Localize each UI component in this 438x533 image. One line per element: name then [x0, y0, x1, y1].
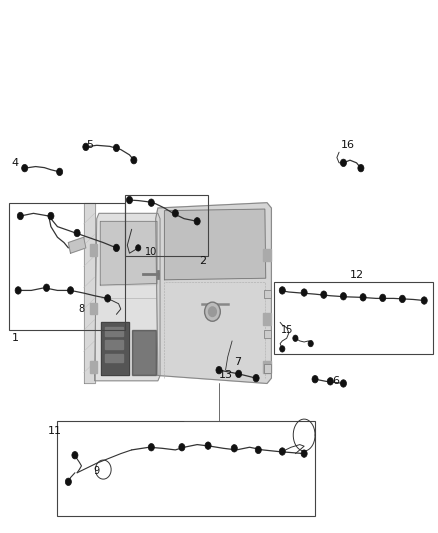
- Bar: [106, 327, 123, 336]
- Text: 9: 9: [94, 466, 100, 476]
- Bar: [90, 244, 97, 256]
- Circle shape: [253, 374, 259, 382]
- Bar: [274, 282, 433, 354]
- Polygon shape: [84, 203, 95, 383]
- Polygon shape: [95, 213, 160, 381]
- Bar: [90, 361, 97, 373]
- Polygon shape: [164, 209, 266, 280]
- Circle shape: [340, 379, 346, 387]
- Circle shape: [279, 448, 286, 455]
- Text: 8: 8: [78, 304, 85, 314]
- Bar: [263, 361, 271, 373]
- Bar: [265, 290, 271, 298]
- Polygon shape: [155, 203, 272, 383]
- Polygon shape: [100, 221, 157, 285]
- Circle shape: [293, 335, 298, 342]
- Text: 13: 13: [219, 370, 233, 381]
- Circle shape: [113, 144, 120, 152]
- Text: 12: 12: [350, 270, 364, 280]
- Circle shape: [17, 212, 23, 220]
- Circle shape: [208, 307, 216, 317]
- Circle shape: [48, 212, 54, 220]
- Circle shape: [131, 157, 137, 164]
- Circle shape: [65, 478, 71, 486]
- Circle shape: [236, 370, 242, 377]
- Circle shape: [255, 446, 261, 454]
- Bar: [106, 354, 123, 362]
- Circle shape: [136, 245, 141, 251]
- Text: 11: 11: [48, 426, 62, 437]
- Circle shape: [399, 295, 406, 303]
- Circle shape: [358, 165, 364, 172]
- Circle shape: [327, 377, 333, 385]
- Circle shape: [127, 196, 133, 204]
- Circle shape: [280, 346, 285, 352]
- Text: 4: 4: [11, 158, 18, 168]
- Bar: [57, 421, 315, 516]
- Circle shape: [205, 302, 220, 321]
- Bar: [106, 341, 123, 349]
- Circle shape: [43, 284, 49, 292]
- Circle shape: [216, 367, 222, 374]
- Bar: [265, 330, 271, 338]
- Circle shape: [194, 217, 200, 225]
- Circle shape: [72, 451, 78, 459]
- Circle shape: [21, 165, 28, 172]
- Circle shape: [301, 289, 307, 296]
- Circle shape: [301, 450, 307, 457]
- Bar: [125, 195, 208, 256]
- Circle shape: [321, 291, 327, 298]
- Circle shape: [205, 442, 211, 449]
- Bar: [90, 303, 97, 314]
- Bar: [265, 365, 271, 373]
- Circle shape: [113, 244, 120, 252]
- Circle shape: [308, 341, 313, 347]
- Circle shape: [172, 209, 178, 217]
- Text: 7: 7: [234, 357, 241, 367]
- Text: 1: 1: [12, 333, 18, 343]
- Circle shape: [380, 294, 386, 302]
- Polygon shape: [68, 237, 86, 253]
- Bar: [263, 249, 271, 261]
- Text: 6: 6: [332, 376, 339, 386]
- Text: 16: 16: [341, 140, 355, 150]
- Circle shape: [179, 443, 185, 451]
- Circle shape: [83, 143, 89, 151]
- Circle shape: [148, 199, 154, 206]
- Circle shape: [67, 287, 74, 294]
- Polygon shape: [101, 322, 130, 375]
- Circle shape: [340, 159, 346, 166]
- Circle shape: [312, 375, 318, 383]
- Circle shape: [231, 445, 237, 452]
- Text: 5: 5: [86, 140, 93, 150]
- Text: 15: 15: [280, 325, 293, 335]
- Bar: [10, 203, 125, 330]
- Text: 10: 10: [145, 247, 157, 257]
- Circle shape: [340, 293, 346, 300]
- Bar: [263, 313, 271, 325]
- Circle shape: [421, 297, 427, 304]
- Circle shape: [15, 287, 21, 294]
- Circle shape: [148, 443, 154, 451]
- Circle shape: [279, 287, 286, 294]
- Circle shape: [105, 295, 111, 302]
- Circle shape: [57, 168, 63, 175]
- Polygon shape: [132, 330, 155, 375]
- Circle shape: [360, 294, 366, 301]
- Text: 2: 2: [199, 256, 206, 266]
- Circle shape: [74, 229, 80, 237]
